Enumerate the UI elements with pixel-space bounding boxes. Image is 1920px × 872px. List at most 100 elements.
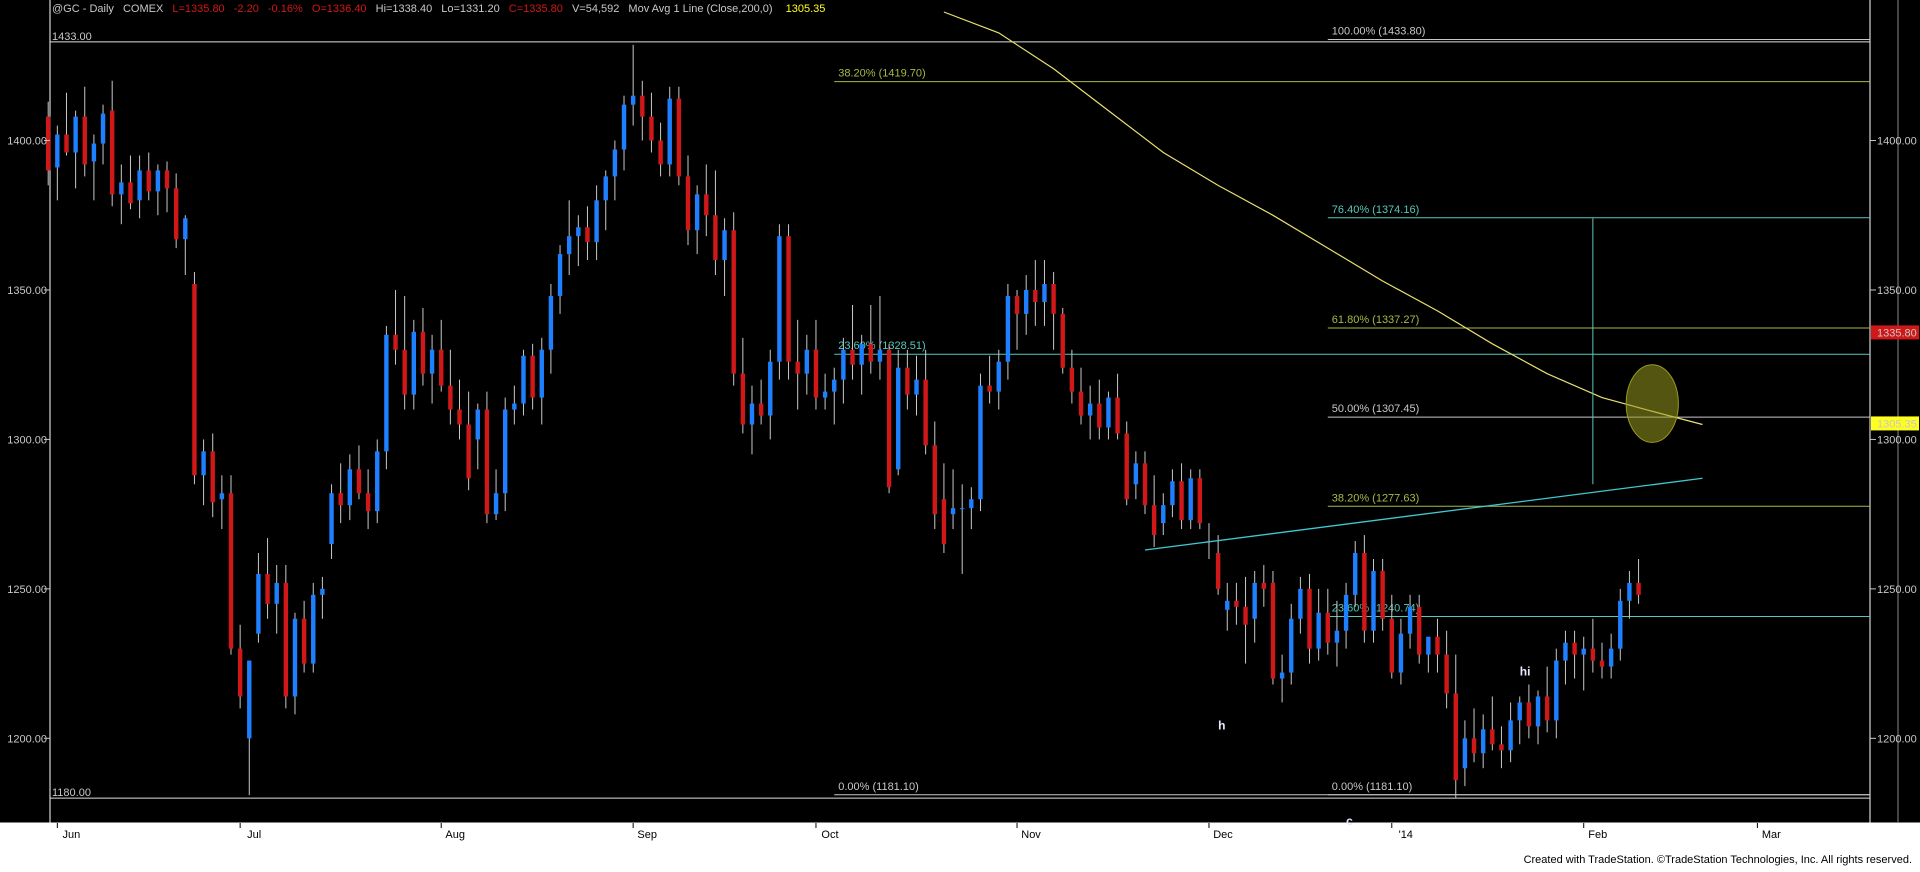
candle-body-down	[1270, 582, 1276, 679]
range-line-label: 1433.00	[52, 31, 92, 43]
candle-body-up	[1087, 403, 1093, 416]
candle-body-down	[731, 230, 736, 374]
candle-body-up	[630, 95, 636, 105]
y-tick-label-right: 1300.00	[1877, 434, 1917, 446]
x-tick-label: '14	[1399, 829, 1413, 841]
fib-level-label: 100.00% (1433.80)	[1332, 26, 1426, 38]
candle-body-up	[274, 582, 279, 604]
candle-body-up	[1608, 648, 1614, 667]
trendline	[1144, 477, 1703, 551]
candle-body-down	[850, 349, 855, 365]
candle-body-down	[402, 349, 407, 395]
candle-body-down	[1435, 636, 1440, 655]
x-tick-label: Mar	[1762, 829, 1781, 841]
last-price-label: 1335.80	[1877, 327, 1917, 339]
candle-body-up	[1407, 606, 1413, 634]
candle-body-down	[649, 116, 654, 141]
candle-body-down	[941, 499, 947, 545]
candle-body-down	[1142, 463, 1148, 506]
candle-body-down	[658, 140, 663, 165]
candle-body-down	[1325, 612, 1330, 643]
candle-body-up	[384, 334, 389, 452]
candle-body-up	[1023, 289, 1029, 314]
header-low: Lo=1331.20	[441, 3, 499, 15]
candle-body-down	[1243, 606, 1248, 625]
header-study-value: 1305.35	[786, 3, 826, 15]
candle-body-down	[210, 451, 215, 503]
candle-body-up	[722, 230, 727, 261]
y-tick-label-right: 1200.00	[1877, 733, 1917, 745]
candle-body-up	[612, 149, 618, 177]
candle-body-up	[1554, 660, 1559, 721]
candle-body-down	[173, 188, 179, 240]
candle-body-up	[1618, 600, 1623, 649]
candle-body-up	[1627, 582, 1632, 601]
candle-body-down	[795, 361, 800, 374]
y-tick-label-left: 1400.00	[7, 136, 47, 148]
y-tick-label-left: 1250.00	[7, 584, 47, 596]
candle-body-up	[475, 409, 480, 440]
candle-body-up	[1279, 672, 1285, 679]
candle-body-down	[1124, 433, 1129, 500]
candle-body-up	[804, 349, 810, 374]
candle-body-up	[1398, 633, 1404, 673]
candle-body-down	[1097, 403, 1102, 428]
candle-body-down	[1636, 582, 1641, 595]
ma-price-label: 1305.35	[1877, 418, 1917, 430]
candle-body-down	[283, 582, 289, 697]
highlight-ellipse	[1625, 364, 1679, 443]
candle-body-up	[1225, 600, 1230, 610]
candle-body-up	[1563, 642, 1568, 661]
candle-body-up	[1188, 478, 1193, 521]
fib-level-label: 38.20% (1277.63)	[1332, 492, 1419, 504]
x-axis-strip	[0, 823, 1920, 848]
candle-body-up	[100, 113, 106, 144]
candle-body-up	[411, 331, 416, 395]
candle-body-up	[969, 499, 974, 509]
candle-body-down	[1471, 738, 1477, 754]
candle-body-up	[137, 170, 142, 201]
candle-body-down	[640, 95, 645, 117]
candle-body-down	[466, 424, 471, 479]
fib-level-label: 0.00% (1181.10)	[838, 781, 919, 793]
x-tick-label: Nov	[1021, 829, 1041, 841]
candle-body-down	[192, 284, 197, 476]
candle-body-up	[1480, 729, 1486, 754]
candle-body-down	[1197, 478, 1203, 524]
candle-body-down	[1060, 313, 1065, 368]
candle-body-up	[91, 143, 97, 162]
candle-body-up	[1170, 481, 1175, 506]
candle-body-down	[987, 385, 992, 392]
moving-average-line	[943, 11, 1703, 426]
header-change-pct: -0.16%	[268, 3, 303, 15]
fib-level-label: 76.40% (1374.16)	[1332, 204, 1419, 216]
candle-body-up	[73, 116, 78, 153]
copyright-footer: Created with TradeStation. ©TradeStation…	[1523, 854, 1912, 866]
candle-body-up	[950, 508, 956, 515]
candle-body-up	[557, 254, 563, 296]
candle-body-down	[1490, 729, 1495, 745]
candle-body-down	[704, 194, 709, 216]
candle-body-up	[1334, 630, 1340, 643]
range-line-label: 1180.00	[52, 787, 91, 799]
candle-body-down	[1389, 618, 1394, 673]
candle-body-down	[1215, 553, 1221, 589]
candle-body-down	[932, 445, 937, 515]
y-tick-label-left: 1300.00	[7, 434, 47, 446]
candle-body-down	[740, 373, 746, 425]
candle-body-down	[585, 227, 590, 243]
y-tick-label-right: 1400.00	[1877, 136, 1917, 148]
fib-level-label: 38.20% (1419.70)	[838, 68, 925, 80]
x-tick-label: Aug	[445, 829, 465, 841]
candle-body-up	[429, 349, 435, 374]
candle-body-up	[877, 349, 883, 362]
candle-body-down	[530, 355, 535, 398]
candle-body-up	[1252, 582, 1257, 619]
header-last: L=1335.80	[172, 3, 224, 15]
candle-body-down	[1115, 397, 1120, 434]
x-tick-label: Sep	[637, 829, 657, 841]
candle-body-down	[868, 343, 873, 362]
candle-body-down	[46, 116, 51, 171]
candle-body-down	[338, 493, 343, 506]
